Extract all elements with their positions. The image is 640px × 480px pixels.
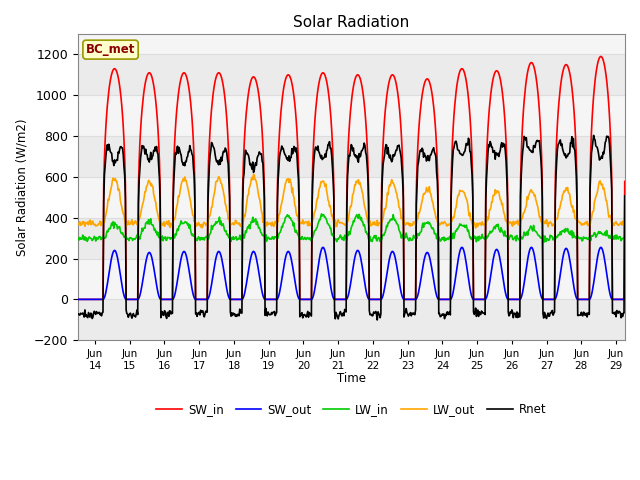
- X-axis label: Time: Time: [337, 372, 365, 385]
- Bar: [77, 218, 625, 259]
- Bar: [77, 136, 625, 177]
- Line: LW_out: LW_out: [60, 174, 625, 228]
- Line: SW_in: SW_in: [60, 57, 625, 300]
- Y-axis label: Solar Radiation (W/m2): Solar Radiation (W/m2): [15, 119, 28, 256]
- Bar: [77, 259, 625, 300]
- Bar: [77, 54, 625, 95]
- Bar: [77, 177, 625, 218]
- Legend: SW_in, SW_out, LW_in, LW_out, Rnet: SW_in, SW_out, LW_in, LW_out, Rnet: [152, 398, 551, 420]
- Bar: [77, 95, 625, 136]
- Line: SW_out: SW_out: [60, 247, 625, 300]
- Title: Solar Radiation: Solar Radiation: [293, 15, 410, 30]
- Line: Rnet: Rnet: [60, 135, 625, 320]
- Line: LW_in: LW_in: [60, 214, 625, 242]
- Bar: [77, 300, 625, 340]
- Text: BC_met: BC_met: [86, 43, 135, 56]
